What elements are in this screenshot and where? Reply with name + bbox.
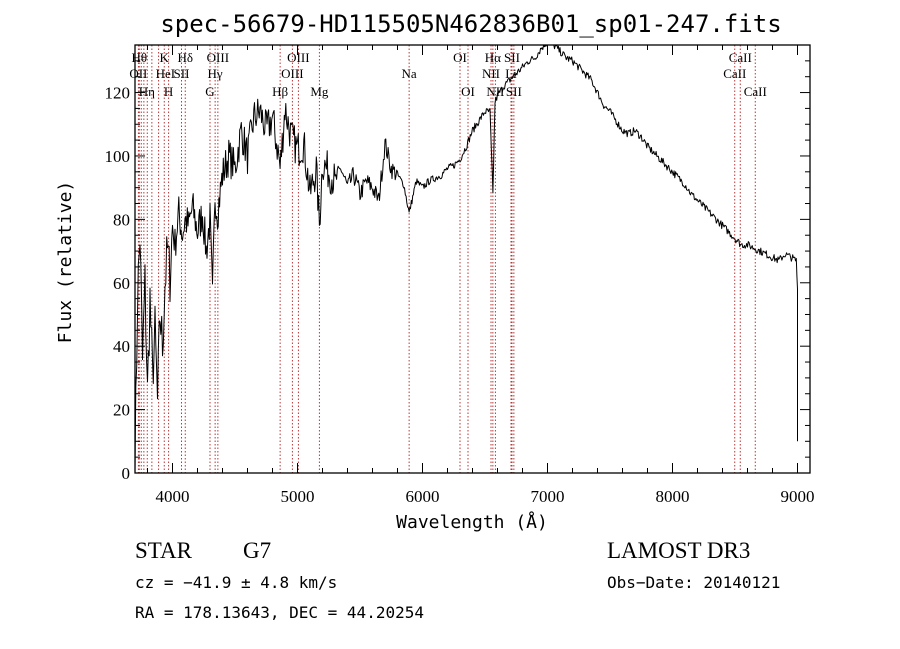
spectral-line-label: Hη <box>139 84 155 99</box>
y-tick-label: 40 <box>113 337 130 356</box>
spectral-line-label: Hα <box>485 50 501 65</box>
spectral-line-label: NII <box>486 84 504 99</box>
spectral-line-label: OII <box>129 66 147 81</box>
x-tick-label: 5000 <box>281 487 315 506</box>
spectral-line-label: CaII <box>729 50 752 65</box>
spectral-line-label: Hγ <box>208 66 223 81</box>
x-axis: 4000 5000 6000 7000 8000 9000 <box>147 45 815 506</box>
spectrum-series <box>134 44 798 474</box>
y-tick-label: 100 <box>105 147 131 166</box>
x-axis-title: Wavelength (Å) <box>396 511 548 533</box>
survey-name: LAMOST DR3 <box>607 538 751 563</box>
spectral-line-label: Na <box>402 66 417 81</box>
spectral-line-label: Li <box>505 66 517 81</box>
x-tick-label: 9000 <box>781 487 815 506</box>
spectral-line-label: H <box>164 84 173 99</box>
spectral-line-label: SII <box>506 84 522 99</box>
spectral-line-label: CaII <box>723 66 746 81</box>
spectral-line-label: OI <box>453 50 467 65</box>
spectral-line-label: G <box>205 84 214 99</box>
y-tick-label: 20 <box>113 401 130 420</box>
spectral-line-label: HeI <box>156 66 176 81</box>
spectral-line-label: CaII <box>744 84 767 99</box>
y-axis-title: Flux (relative) <box>55 181 76 344</box>
spectral-line-label: OI <box>461 84 475 99</box>
spectral-line-label: Hβ <box>272 84 288 99</box>
y-tick-label: 120 <box>105 84 131 103</box>
spectral-line-label: OIII <box>287 50 309 65</box>
spectral-line-label: Mg <box>310 84 329 99</box>
spectral-line-label: NII <box>482 66 500 81</box>
x-tick-label: 4000 <box>156 487 190 506</box>
spectral-line-label: OIII <box>207 50 229 65</box>
spectral-line-label: Hθ <box>131 50 147 65</box>
x-tick-label: 8000 <box>656 487 690 506</box>
y-tick-label: 80 <box>113 210 130 229</box>
spectral-line-label: SII <box>504 50 520 65</box>
spectral-line-label: OIII <box>281 66 303 81</box>
object-subclass: G7 <box>243 538 272 563</box>
spectral-line-labels: HθOIIHηHeIKHSIIHδGHγOIIIHβOIIIOIIIMgNaOI… <box>129 50 766 99</box>
x-tick-label: 7000 <box>531 487 565 506</box>
y-tick-label: 0 <box>122 464 131 483</box>
redshift-velocity: cz = −41.9 ± 4.8 km/s <box>135 573 338 592</box>
y-tick-label: 60 <box>113 274 130 293</box>
object-class: STAR <box>135 538 192 563</box>
chart-title: spec-56679-HD115505N462836B01_sp01-247.f… <box>160 10 781 38</box>
spectral-line-label: K <box>160 50 170 65</box>
coordinates: RA = 178.13643, DEC = 44.20254 <box>135 603 424 622</box>
spectral-line-markers <box>137 45 756 473</box>
spectrum-line <box>134 44 798 474</box>
spectral-line-label: Hδ <box>177 50 193 65</box>
y-axis: 0 20 40 60 80 100 120 <box>105 60 810 483</box>
spectral-line-label: SII <box>174 66 190 81</box>
observation-date: Obs−Date: 20140121 <box>607 573 781 592</box>
x-tick-label: 6000 <box>406 487 440 506</box>
plot-frame <box>134 44 811 474</box>
